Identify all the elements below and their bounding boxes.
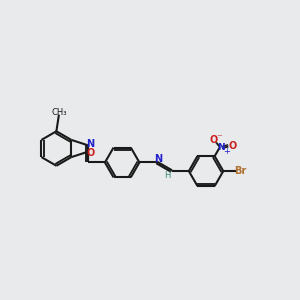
Text: O: O bbox=[229, 142, 237, 152]
Text: H: H bbox=[164, 171, 171, 180]
Text: N: N bbox=[154, 154, 162, 164]
Text: CH₃: CH₃ bbox=[52, 108, 67, 117]
Text: N: N bbox=[217, 143, 225, 152]
Text: Br: Br bbox=[234, 166, 246, 176]
Text: O: O bbox=[86, 148, 95, 158]
Text: +: + bbox=[223, 147, 230, 156]
Text: N: N bbox=[87, 139, 95, 149]
Text: ⁻: ⁻ bbox=[216, 133, 222, 143]
Text: O: O bbox=[210, 135, 218, 145]
